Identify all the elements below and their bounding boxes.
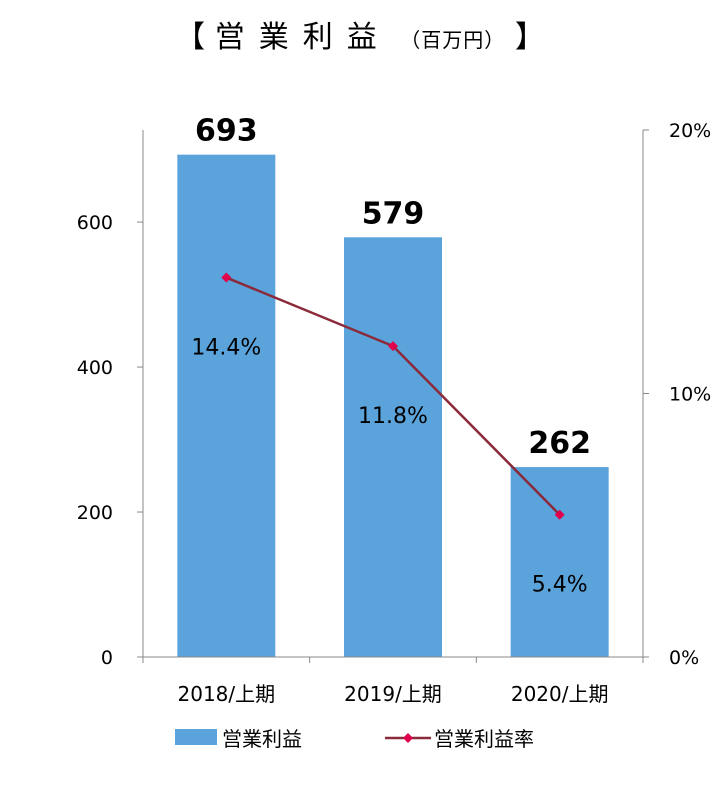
title-main: 営業利益 xyxy=(214,20,391,55)
y-left-tick-label: 200 xyxy=(77,502,113,524)
margin-marker-1 xyxy=(221,272,232,283)
bar-3 xyxy=(510,467,609,657)
y-left-tick-label: 400 xyxy=(77,357,113,379)
y-right-tick-label: 20% xyxy=(669,120,711,142)
legend-bar-label: 営業利益 xyxy=(222,727,302,751)
y-left-tick-label: 0 xyxy=(101,647,113,669)
chart-title: 【 営業利益 （百万円） 】 xyxy=(0,12,720,56)
legend-bar-swatch xyxy=(175,729,217,745)
bar-value-label: 262 xyxy=(528,426,591,461)
legend-line-marker xyxy=(403,733,413,743)
margin-value-label: 11.8% xyxy=(358,404,428,429)
bar-value-label: 693 xyxy=(195,114,258,149)
y-left-tick-label: 600 xyxy=(77,212,113,234)
x-tick-label: 2018/上期 xyxy=(178,682,276,706)
y-right-tick-label: 10% xyxy=(669,384,711,406)
bar-1 xyxy=(177,154,276,658)
bar-value-label: 579 xyxy=(362,196,425,231)
margin-value-label: 14.4% xyxy=(191,336,261,361)
x-tick-label: 2020/上期 xyxy=(511,682,609,706)
legend-line-label: 営業利益率 xyxy=(434,727,534,751)
y-right-tick-label: 0% xyxy=(669,647,699,669)
x-tick-label: 2019/上期 xyxy=(344,682,442,706)
margin-value-label: 5.4% xyxy=(532,573,588,598)
margin-marker-3 xyxy=(554,509,565,520)
bar-2 xyxy=(344,237,442,657)
title-unit: （百万円） xyxy=(400,28,506,52)
title-close-bracket: 】 xyxy=(514,20,545,55)
title-open-bracket: 【 xyxy=(175,20,206,55)
margin-marker-2 xyxy=(388,341,398,352)
